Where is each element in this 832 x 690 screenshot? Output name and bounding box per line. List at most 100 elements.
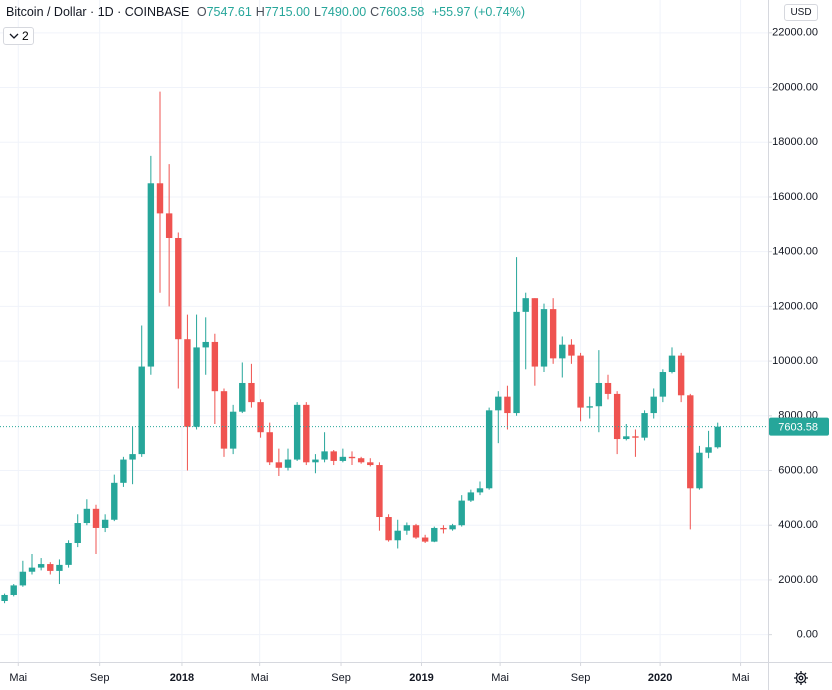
candle-body — [595, 382, 603, 407]
candle-body — [632, 436, 639, 438]
x-tick-label: Sep — [571, 672, 591, 684]
candle-body — [129, 454, 136, 460]
candle-body — [211, 341, 219, 392]
y-tick-label: 20000.00 — [772, 81, 818, 93]
candle-body — [10, 585, 17, 595]
symbol-title: Bitcoin / Dollar · 1D · COINBASE — [6, 5, 190, 19]
ohlc-value: 7490.00 — [320, 5, 367, 19]
candle-body — [28, 567, 36, 572]
x-tick-label: Mai — [9, 672, 27, 684]
candle-body — [229, 411, 237, 449]
x-tick-label: Mai — [491, 672, 509, 684]
y-tick-label: 18000.00 — [772, 136, 818, 148]
candle-body — [641, 413, 648, 438]
ohlc-prefix: O — [196, 5, 207, 19]
candle-body — [495, 396, 502, 411]
y-tick-label: 14000.00 — [772, 246, 818, 258]
candle-body — [522, 298, 529, 312]
candle-body — [394, 530, 401, 541]
ohlc-prefix: L — [314, 5, 321, 19]
y-tick-label: 6000.00 — [778, 464, 818, 476]
candle-body — [348, 456, 356, 459]
candle-body — [293, 404, 301, 460]
candle-body — [412, 525, 420, 538]
candle-body — [339, 456, 347, 461]
candle-body — [147, 183, 155, 367]
candles — [0, 91, 768, 604]
candle-body — [623, 436, 630, 440]
candle-body — [485, 410, 493, 489]
x-tick-label: Mai — [732, 672, 750, 684]
candle-body — [549, 309, 557, 359]
candle-body — [367, 462, 374, 466]
candle-body — [476, 488, 484, 493]
y-tick-label: 12000.00 — [772, 300, 818, 312]
candle-body — [275, 462, 283, 468]
candle-body — [431, 527, 438, 542]
candle-body — [56, 564, 63, 571]
candle-body — [449, 525, 456, 530]
candle-body — [540, 309, 548, 367]
candle-body — [284, 459, 292, 468]
candle-body — [248, 382, 255, 403]
candle-body — [92, 508, 100, 528]
ohlc-value: 7603.58 — [379, 5, 425, 19]
axes: 0.002000.004000.006000.008000.0010000.00… — [9, 27, 829, 684]
ohlc-prefix: C — [370, 5, 380, 19]
indicators-toggle[interactable]: 2 — [3, 27, 34, 45]
candle-body — [421, 537, 429, 542]
candle-body — [111, 482, 118, 520]
candle-body — [266, 432, 273, 463]
grid — [0, 0, 768, 662]
candle-body — [504, 396, 511, 414]
ohlc-value: 7547.61 — [206, 5, 252, 19]
last-price-label: 7603.58 — [778, 422, 818, 434]
candle-body — [330, 451, 337, 461]
y-tick-label: 16000.00 — [772, 191, 818, 203]
candle-body — [559, 344, 566, 359]
candle-body — [577, 355, 584, 408]
candle-body — [193, 347, 200, 427]
candle-body — [613, 393, 621, 440]
x-tick-label: 2019 — [409, 672, 433, 684]
x-tick-label: Mai — [251, 672, 269, 684]
candle-body — [604, 382, 612, 394]
candle-body — [138, 366, 145, 455]
x-tick-label: 2018 — [170, 672, 194, 684]
x-tick-label: 2020 — [648, 672, 672, 684]
settings-icon[interactable] — [794, 671, 808, 685]
candle-body — [385, 517, 392, 541]
candle-body — [83, 508, 91, 524]
candle-body — [156, 183, 164, 214]
candle-body — [1, 594, 8, 601]
candle-body — [696, 452, 703, 489]
last-price-tag — [769, 417, 829, 436]
candle-body — [303, 404, 310, 463]
x-tick-label: Sep — [90, 672, 110, 684]
candle-body — [668, 355, 676, 373]
candle-body — [220, 391, 228, 449]
y-tick-label: 4000.00 — [778, 519, 818, 531]
candle-body — [202, 341, 209, 348]
candle-body — [239, 382, 246, 412]
candle-body — [19, 571, 27, 586]
change: +55.97 (+0.74%) — [431, 5, 525, 19]
indicator-count: 2 — [22, 29, 29, 43]
candle-body — [37, 564, 45, 568]
candle-body — [47, 564, 54, 571]
x-tick-label: Sep — [331, 672, 351, 684]
candle-body — [705, 447, 712, 453]
candle-body — [650, 396, 657, 414]
candle-body — [659, 372, 667, 397]
ohlc-value: 7715.00 — [264, 5, 311, 19]
candle-body — [568, 344, 575, 356]
candle-body — [184, 339, 191, 427]
candle-body — [376, 465, 383, 518]
candle-body — [403, 525, 411, 531]
candle-body — [65, 543, 72, 565]
candle-body — [513, 311, 520, 414]
candle-body — [321, 451, 328, 460]
currency-button[interactable]: USD — [784, 4, 818, 21]
candle-body — [175, 237, 182, 340]
